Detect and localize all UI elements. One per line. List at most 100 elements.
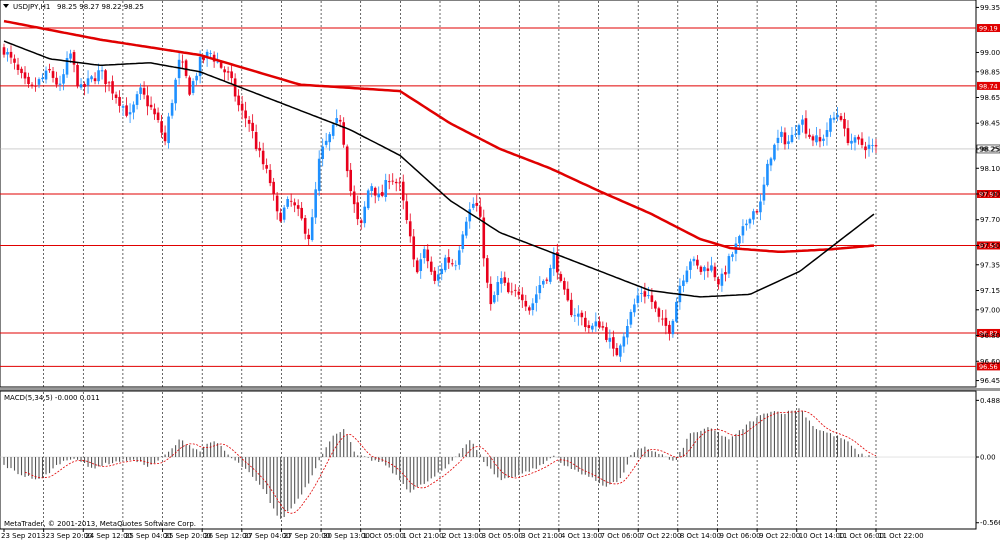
dropdown-triangle-icon[interactable]: [3, 4, 9, 8]
macd-tick-label: 0.488: [980, 397, 1000, 405]
macd-histogram: [0, 408, 976, 519]
candle-body: [752, 211, 755, 220]
candle-body: [741, 226, 745, 236]
candle-body: [696, 259, 699, 266]
candle-body: [496, 282, 500, 296]
candle-body: [857, 136, 860, 140]
candle-body: [233, 78, 237, 97]
candle-body: [447, 257, 451, 263]
candle-body: [177, 59, 181, 79]
candle-body: [443, 257, 447, 271]
candle-body: [27, 76, 30, 85]
candle-body: [156, 112, 160, 121]
candle-body: [247, 119, 251, 124]
candle-body: [808, 134, 811, 137]
candle-body: [41, 77, 44, 80]
candle-body: [9, 51, 13, 58]
candle-body: [762, 184, 766, 201]
candle-body: [20, 68, 23, 74]
candle-body: [296, 205, 300, 209]
pane-separator[interactable]: [0, 388, 1000, 391]
candle-body: [787, 141, 790, 144]
candle-body: [275, 195, 279, 212]
candle-body: [640, 293, 643, 294]
candle-body: [188, 77, 191, 95]
candle-body: [850, 140, 853, 144]
level-price-tag: [977, 362, 1000, 371]
price-tick-label: 97.00: [980, 306, 1000, 314]
candle-body: [769, 158, 773, 166]
candle-body: [289, 200, 293, 202]
candle-body: [457, 250, 461, 265]
candle-body: [710, 265, 713, 271]
candle-body: [759, 201, 762, 213]
candle-body: [387, 181, 391, 183]
candle-body: [261, 150, 265, 165]
candle-body: [195, 75, 198, 81]
candle-body: [517, 291, 521, 295]
candle-body: [13, 58, 16, 63]
price-pane[interactable]: 99.19 98.74 97.90 97.50 96.82 96.56 98.25 99.3…: [0, 0, 1000, 388]
candle-body: [703, 266, 706, 272]
candle-body: [163, 132, 167, 142]
price-tick-label: 97.90: [980, 191, 1000, 199]
price-tick-label: 98.45: [980, 120, 1000, 128]
candle-body: [538, 284, 542, 294]
candle-body: [65, 58, 69, 75]
candle-body: [468, 209, 472, 222]
candle-body: [401, 181, 405, 201]
candle-body: [766, 163, 769, 186]
price-tick-label: 98.10: [980, 165, 1000, 173]
macd-pane-border: [0, 390, 977, 530]
candle-body: [478, 206, 482, 217]
candle-body: [801, 119, 804, 125]
candle-body: [121, 106, 125, 108]
macd-tick-label: -0.566: [980, 519, 1000, 527]
candle-body: [720, 273, 724, 286]
candle-body: [79, 84, 83, 88]
candle-body: [415, 260, 419, 273]
candle-body: [125, 105, 128, 116]
candle-body: [226, 71, 230, 73]
candle-body: [584, 317, 587, 328]
candle-body: [282, 207, 286, 220]
candle-body: [433, 270, 437, 281]
time-tick-label: 27 Sep 04:00: [244, 532, 291, 540]
candle-body: [370, 186, 374, 192]
level-price-label: 98.74: [979, 82, 998, 90]
candle-body: [591, 325, 594, 330]
candle-body: [16, 64, 20, 71]
time-tick-label: 24 Sep 12:00: [85, 532, 132, 540]
candle-body: [874, 145, 878, 147]
candle-body: [307, 234, 310, 240]
candle-body: [394, 181, 398, 184]
candle-body: [829, 118, 832, 132]
candle-body: [783, 132, 787, 145]
price-tick-label: 97.50: [980, 242, 1000, 250]
candle-body: [146, 95, 149, 107]
candle-body: [475, 202, 479, 206]
candle-body: [860, 138, 864, 145]
candle-body: [321, 146, 324, 160]
candle-body: [72, 52, 76, 65]
candle-body: [699, 266, 703, 272]
candle-body: [328, 134, 331, 143]
candle-body: [426, 249, 430, 262]
candle-body: [317, 158, 321, 191]
macd-pane[interactable]: 0.488 0.00 -0.566 MACD(5,34,5) -0.000 0.01…: [0, 390, 1000, 530]
candle-body: [209, 53, 212, 54]
candle-body: [359, 220, 363, 223]
candle-body: [594, 321, 598, 327]
level-price-tag: [977, 24, 1000, 33]
price-tick-label: 99.35: [980, 4, 1000, 12]
candle-body: [408, 221, 412, 237]
candle-body: [587, 325, 591, 329]
horizontal-levels[interactable]: 99.19 98.74 97.90 97.50 96.82 96.56 98.25: [0, 24, 1000, 371]
candle-body: [825, 130, 829, 137]
candle-body: [69, 53, 72, 59]
candle-body: [794, 133, 797, 135]
price-tick-label: 98.65: [980, 94, 1000, 102]
candle-body: [363, 206, 367, 224]
